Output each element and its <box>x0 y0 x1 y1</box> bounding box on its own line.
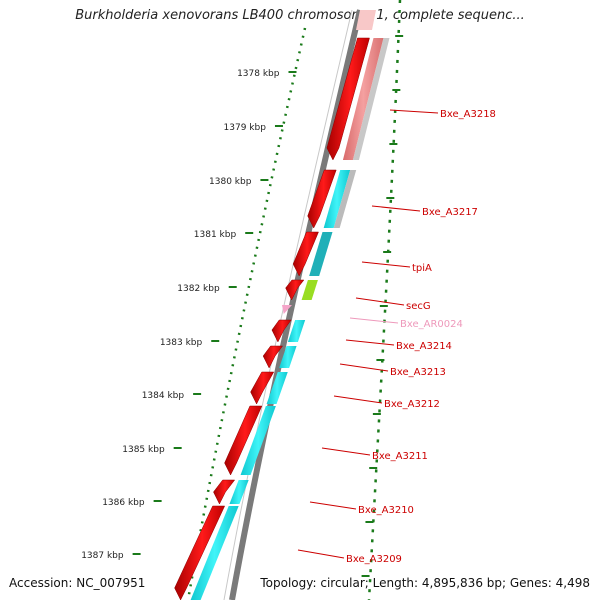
cog-feature-edge <box>333 170 357 228</box>
gene-label[interactable]: Bxe_A3210 <box>358 505 414 516</box>
ruler-tick-label: 1387 kbp <box>81 551 124 561</box>
cog-feature[interactable] <box>342 38 384 160</box>
ruler-tick-label: 1383 kbp <box>160 338 203 348</box>
cds-arrow[interactable] <box>250 371 275 405</box>
gene-leader-line <box>349 317 399 324</box>
cds-arrow[interactable] <box>271 319 292 343</box>
cds-arrow[interactable] <box>307 169 337 229</box>
cog-feature[interactable] <box>190 506 239 600</box>
ruler-tick-label: 1378 kbp <box>237 69 280 79</box>
ruler-tick-label: 1385 kbp <box>122 445 165 455</box>
gene-leader-line <box>339 363 389 372</box>
ruler-tick-label: 1384 kbp <box>142 391 185 401</box>
gene-label[interactable]: Bxe_A3211 <box>372 451 428 462</box>
gene-label[interactable]: secG <box>406 301 431 312</box>
misc-rna-feature[interactable] <box>282 305 293 314</box>
gene-leader-line <box>321 447 371 456</box>
gene-label[interactable]: Bxe_A3217 <box>422 207 478 218</box>
gene-leader-line <box>333 395 383 404</box>
gene-label[interactable]: Bxe_A3212 <box>384 399 440 410</box>
ruler-tick-label: 1382 kbp <box>177 284 220 294</box>
gene-label[interactable]: Bxe_A3218 <box>440 109 496 120</box>
gene-leader-line <box>389 109 439 114</box>
ruler-tick-label: 1379 kbp <box>224 123 267 133</box>
backbone-inner-line <box>223 9 353 600</box>
gene-label[interactable]: Bxe_A3213 <box>390 367 446 378</box>
ruler-tick-label: 1380 kbp <box>209 177 252 187</box>
ruler-tick-label: 1386 kbp <box>102 498 145 508</box>
cog-feature[interactable] <box>309 232 333 276</box>
backbone-arc <box>229 9 363 600</box>
cds-arrow[interactable] <box>285 279 305 301</box>
outer-tick-ring <box>367 0 402 600</box>
gene-label[interactable]: Bxe_A3214 <box>396 341 452 352</box>
ruler-tick-label: 1381 kbp <box>194 230 237 240</box>
cog-feature-edge <box>352 38 390 160</box>
gene-leader-line <box>361 261 411 268</box>
cds-arrow[interactable] <box>326 37 370 161</box>
cds-arrow[interactable] <box>174 505 226 600</box>
accession-text: Accession: NC_007951 <box>9 576 146 590</box>
cds-arrow[interactable] <box>224 405 263 476</box>
gene-leader-line <box>371 205 421 212</box>
cog-feature[interactable] <box>266 372 288 404</box>
gene-label[interactable]: tpiA <box>412 263 432 274</box>
cog-feature[interactable] <box>229 480 249 504</box>
map-title: Burkholderia xenovorans LB400 chromosome… <box>75 8 525 23</box>
gene-leader-line <box>345 339 395 346</box>
gene-label[interactable]: Bxe_AR0024 <box>400 319 463 330</box>
cog-feature[interactable] <box>279 346 297 368</box>
cds-arrow[interactable] <box>213 479 236 505</box>
gene-leader-line <box>309 501 357 510</box>
cog-feature[interactable] <box>301 280 318 300</box>
gene-leader-line <box>297 549 345 559</box>
gene-label[interactable]: Bxe_A3209 <box>346 554 402 565</box>
cds-arrow[interactable] <box>292 231 319 277</box>
topology-text: Topology: circular; Length: 4,895,836 bp… <box>260 576 590 590</box>
cds-arrow[interactable] <box>262 345 284 369</box>
cog-feature[interactable] <box>287 320 306 342</box>
gene-leader-line <box>355 297 405 306</box>
cog-feature[interactable] <box>240 406 276 475</box>
ruler-ring <box>186 27 307 600</box>
top-feature-fragment <box>356 10 376 30</box>
cog-feature[interactable] <box>323 170 351 228</box>
